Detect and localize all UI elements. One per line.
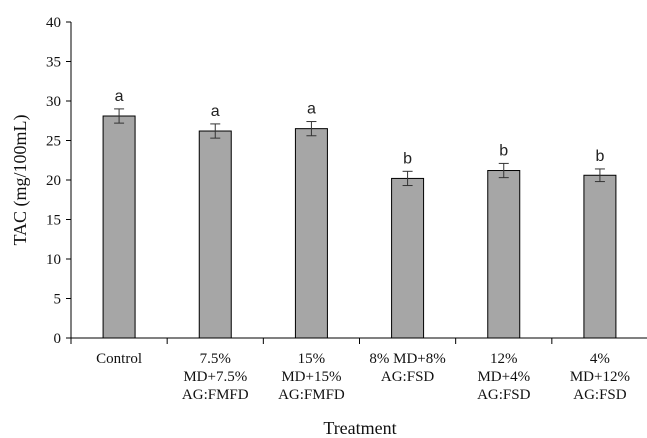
x-tick-label: 15% — [298, 351, 326, 367]
x-tick-label: AG:FSD — [381, 369, 435, 385]
x-tick-label: 7.5% — [200, 351, 231, 367]
x-tick-label: 8% MD+8% — [369, 351, 445, 367]
y-axis: 0 5 10 15 20 25 30 35 40 — [46, 15, 72, 347]
x-tick-label: AG:FSD — [477, 387, 531, 403]
x-tick-label: AG:FSD — [573, 387, 627, 403]
x-tick-label: Control — [96, 351, 142, 367]
x-tick-label: MD+7.5% — [183, 369, 247, 385]
x-axis-title: Treatment — [323, 418, 396, 438]
y-tick-label: 20 — [46, 173, 61, 189]
y-tick-label: 15 — [46, 213, 61, 229]
x-tick-label: MD+15% — [281, 369, 341, 385]
y-tick-label: 30 — [46, 94, 61, 110]
x-tick-label: 12% — [490, 351, 518, 367]
significance-label: a — [115, 88, 124, 105]
y-tick-label: 35 — [46, 55, 61, 71]
bar — [487, 170, 521, 339]
category-labels: Control 7.5% MD+7.5% AG:FMFD 15% MD+15% AG:FMF… — [96, 351, 630, 403]
significance-label: b — [499, 142, 508, 159]
y-tick-label: 40 — [46, 15, 61, 31]
bar — [583, 174, 617, 339]
y-tick-label: 5 — [54, 292, 62, 308]
x-tick-label: 4% — [590, 351, 610, 367]
x-tick-label: AG:FMFD — [278, 387, 345, 403]
significance-label: a — [307, 101, 316, 118]
y-tick-label: 25 — [46, 134, 61, 150]
bar — [391, 177, 425, 339]
significance-label: a — [211, 103, 220, 120]
significance-label: b — [403, 150, 412, 167]
x-tick-label: MD+4% — [477, 369, 530, 385]
y-tick-label: 10 — [46, 252, 61, 268]
x-tick-label: AG:FMFD — [182, 387, 249, 403]
bar — [198, 130, 232, 339]
bars: a a a b b b — [102, 88, 617, 339]
y-tick-label: 0 — [54, 331, 62, 347]
x-tick-label: MD+12% — [570, 369, 630, 385]
x-axis — [70, 337, 647, 344]
significance-label: b — [595, 148, 604, 165]
bar — [294, 128, 328, 339]
y-axis-title: TAC (mg/100mL) — [10, 114, 31, 245]
bar — [102, 115, 136, 339]
